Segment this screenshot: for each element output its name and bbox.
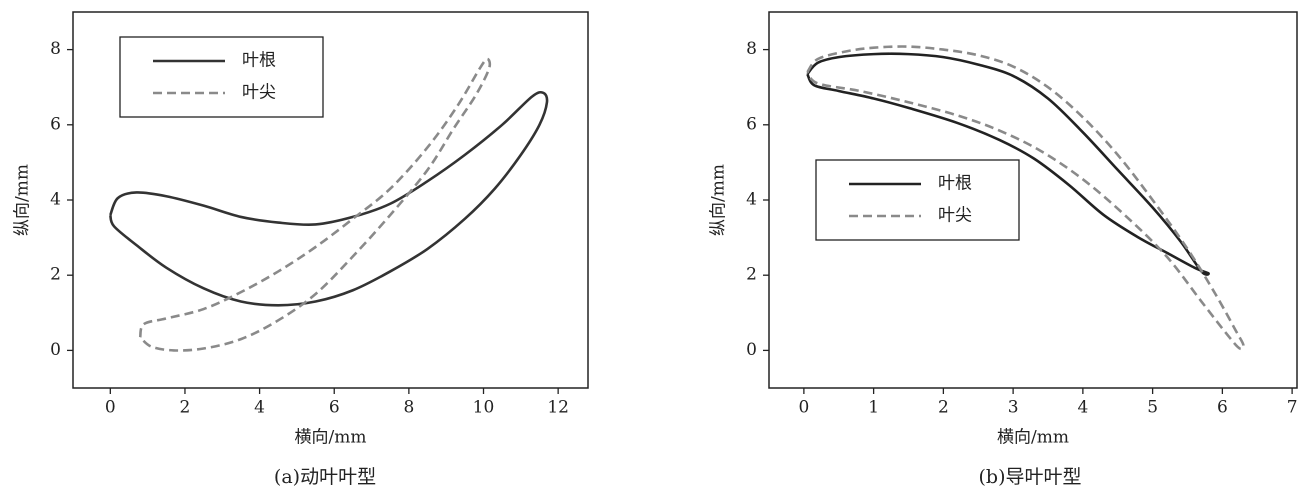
chart-panel: 0 1 2 3 4 5 6 7 0 2 4 6 8 横向/mm 纵向/mm (b)导叶叶型: [709, 11, 1298, 488]
x-tick-label: 7: [1287, 398, 1298, 418]
profile-line: [806, 45, 1245, 351]
x-tick-label: 2: [180, 398, 191, 418]
legend-label: 叶尖: [938, 206, 972, 226]
profile-line: [109, 90, 549, 307]
x-tick-label: 5: [1147, 398, 1158, 418]
y-tick-label: 2: [746, 265, 757, 285]
y-tick-label: 0: [50, 340, 61, 360]
x-tick-label: 6: [1217, 398, 1228, 418]
x-tick-label: 10: [473, 398, 495, 418]
x-tick-label: 4: [254, 398, 265, 418]
y-tick-label: 2: [50, 265, 61, 285]
x-tick-label: 6: [329, 398, 340, 418]
x-tick-label: 12: [547, 398, 569, 418]
y-tick-label: 0: [746, 340, 757, 360]
x-tick-label: 4: [1077, 398, 1088, 418]
legend-label: 叶尖: [242, 83, 276, 103]
y-axis-label: 纵向/mm: [13, 164, 33, 236]
chart-panel: 0 2 4 6 8 10 12 0 2 4 6 8 横向/mm 纵向/mm (a)动叶叶型: [13, 11, 589, 488]
x-tick-label: 2: [938, 398, 949, 418]
legend-box: [119, 36, 324, 118]
legend-label: 叶根: [242, 51, 276, 71]
y-tick-label: 8: [746, 39, 757, 59]
y-tick-label: 4: [50, 190, 61, 210]
y-tick-label: 6: [746, 114, 757, 134]
x-tick-label: 0: [798, 398, 809, 418]
caption: (a)动叶叶型: [274, 466, 376, 488]
y-tick-label: 8: [50, 39, 61, 59]
x-tick-label: 8: [403, 398, 414, 418]
y-tick-label: 4: [746, 190, 757, 210]
x-tick-label: 0: [105, 398, 116, 418]
legend-label: 叶根: [938, 174, 972, 194]
profile-line: [806, 52, 1210, 276]
caption: (b)导叶叶型: [979, 466, 1082, 488]
x-axis-label: 横向/mm: [295, 428, 367, 448]
y-tick-label: 6: [50, 114, 61, 134]
profile-line: [138, 57, 492, 352]
x-tick-label: 3: [1008, 398, 1019, 418]
y-axis-label: 纵向/mm: [709, 164, 729, 236]
x-tick-label: 1: [868, 398, 879, 418]
x-axis-label: 横向/mm: [997, 428, 1069, 448]
legend-box: [815, 159, 1020, 241]
